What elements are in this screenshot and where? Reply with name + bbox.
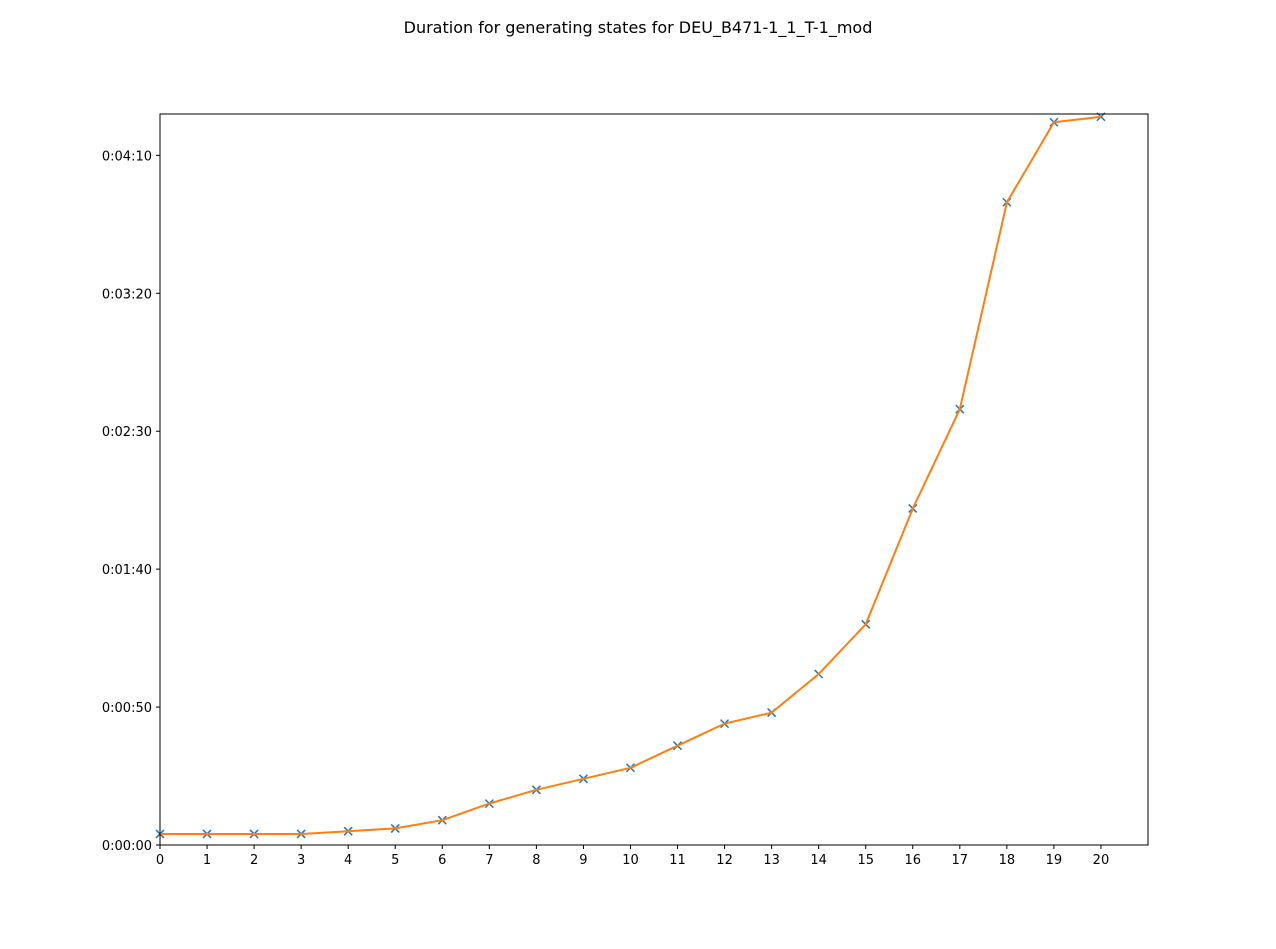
x-tick-label: 8	[532, 853, 540, 868]
x-tick-label: 19	[1046, 853, 1063, 868]
x-tick-label: 12	[716, 853, 733, 868]
x-tick-label: 14	[810, 853, 827, 868]
y-tick-label: 0:00:50	[102, 701, 152, 716]
series-line	[160, 115, 1102, 835]
x-tick-label: 1	[203, 853, 211, 868]
x-tick-label: 3	[297, 853, 305, 868]
x-tick-label: 15	[857, 853, 874, 868]
x-tick-label: 16	[904, 853, 921, 868]
x-tick-label: 18	[999, 853, 1016, 868]
x-tick-label: 6	[438, 853, 446, 868]
x-tick-label: 20	[1093, 853, 1110, 868]
x-tick-label: 2	[250, 853, 258, 868]
x-tick-label: 11	[669, 853, 686, 868]
x-tick-label: 10	[622, 853, 639, 868]
x-tick-label: 13	[763, 853, 780, 868]
plot-frame	[159, 113, 1149, 846]
y-axis: 0:00:00 0:00:50 0:01:40 0:02:30 0:03:20 0:04:…	[102, 149, 160, 854]
x-tick-label: 4	[344, 853, 352, 868]
chart-title: Duration for generating states for DEU_B…	[404, 18, 873, 38]
x-tick-label: 0	[156, 853, 164, 868]
x-axis: 0 1 2 3 4 5 6 7 8 9 10 11 12 13 14 15 16 17 18 19 20	[156, 845, 1109, 868]
x-tick-label: 17	[952, 853, 969, 868]
x-tick-label: 9	[579, 853, 587, 868]
series-layer	[155, 112, 1106, 839]
y-tick-label: 0:03:20	[102, 287, 152, 302]
x-tick-label: 5	[391, 853, 399, 868]
y-tick-label: 0:00:00	[102, 839, 152, 854]
x-tick-label: 7	[485, 853, 493, 868]
y-tick-label: 0:02:30	[102, 425, 152, 440]
y-tick-label: 0:04:10	[102, 149, 152, 164]
y-tick-label: 0:01:40	[102, 563, 152, 578]
